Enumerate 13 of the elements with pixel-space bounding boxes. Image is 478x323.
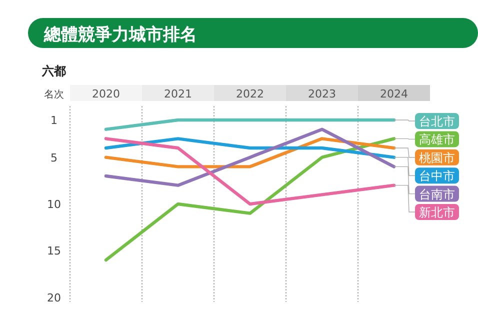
y-tick-label: 5 [50,151,58,164]
x-tick-label: 2021 [164,88,192,100]
subtitle: 六都 [42,64,66,78]
title: 總體競爭力城市排名 [44,25,197,45]
x-tick-label: 2020 [92,88,120,100]
ylabel: 名次 [44,90,64,100]
y-tick-label: 15 [47,244,61,258]
x-tick-label: 2022 [236,88,264,100]
x-tick-label: 2024 [380,88,408,100]
y-tick-label: 20 [47,291,61,304]
y-tick-label: 1 [50,114,58,127]
y-tick-label: 10 [47,198,61,211]
x-tick-label: 2023 [308,88,336,100]
